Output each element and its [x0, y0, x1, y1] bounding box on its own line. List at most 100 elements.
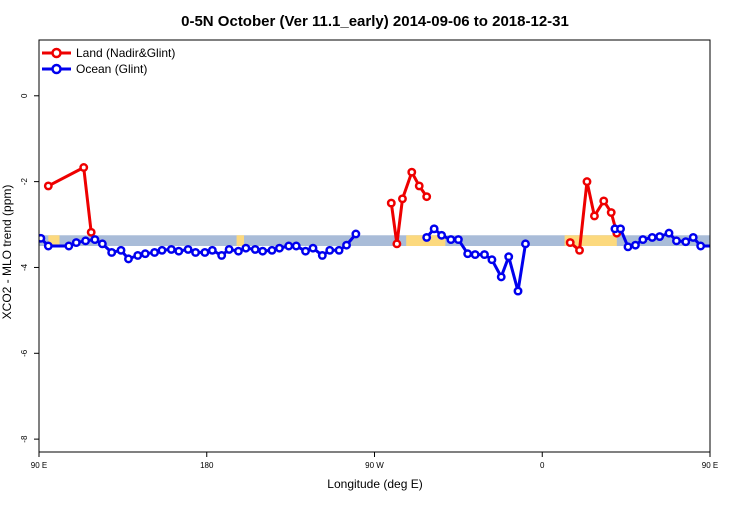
trend-band-land — [236, 235, 245, 246]
x-tick-label: 90 E — [31, 461, 47, 470]
data-point — [200, 247, 210, 257]
data-point — [664, 228, 674, 238]
data-point — [453, 235, 463, 245]
data-point — [224, 244, 234, 254]
land-series — [43, 163, 622, 255]
data-point — [267, 245, 277, 255]
data-point — [140, 249, 150, 259]
data-point — [422, 232, 432, 242]
y-tick-label: -8 — [20, 435, 29, 443]
data-point — [638, 235, 648, 245]
data-point — [623, 242, 633, 252]
plot-area: 90 E 180 90 W 0 90 E 0 -2 -4 -6 -8 — [20, 39, 744, 470]
data-point — [43, 181, 53, 191]
x-tick-label: 90 W — [365, 461, 384, 470]
ocean-series — [39, 224, 744, 296]
data-point — [43, 241, 53, 251]
data-point — [731, 238, 737, 244]
data-point — [291, 241, 301, 251]
legend-label: Land (Nadir&Glint) — [76, 46, 175, 60]
data-point — [575, 245, 584, 255]
data-point — [351, 229, 361, 239]
data-point — [696, 241, 706, 251]
data-point — [386, 198, 396, 208]
data-point — [504, 252, 514, 262]
data-point — [124, 254, 133, 264]
data-point — [301, 246, 310, 256]
data-point — [308, 243, 318, 253]
chart-title: 0-5N October (Ver 11.1_early) 2014-09-06… — [181, 13, 569, 30]
data-point — [672, 236, 681, 246]
data-point — [429, 224, 439, 234]
data-point — [714, 243, 720, 249]
data-point — [217, 250, 227, 260]
data-point — [463, 249, 473, 259]
data-point — [258, 246, 268, 256]
y-tick-label: -6 — [20, 349, 29, 357]
y-axis-label: XCO2 - MLO trend (ppm) — [0, 185, 14, 320]
data-point — [446, 235, 456, 245]
data-point — [480, 250, 489, 260]
data-point — [90, 235, 100, 245]
data-point — [392, 239, 402, 249]
legend-marker — [51, 47, 62, 59]
trend-band-land — [564, 235, 617, 246]
data-point — [334, 245, 344, 255]
data-point — [81, 236, 91, 246]
data-point — [655, 232, 665, 242]
data-point — [647, 232, 657, 242]
data-point — [207, 245, 217, 255]
data-point — [422, 192, 432, 202]
data-point — [738, 236, 744, 242]
data-point — [513, 286, 523, 296]
data-point — [97, 239, 107, 249]
data-point — [274, 243, 284, 253]
data-point — [107, 247, 117, 257]
data-point — [470, 250, 480, 260]
data-point — [183, 244, 193, 254]
data-point — [150, 247, 160, 257]
trend-band-ocean — [39, 235, 710, 246]
data-point — [317, 250, 327, 260]
y-tick-label: -2 — [20, 178, 29, 186]
data-point — [241, 243, 251, 253]
x-tick-label: 90 E — [702, 461, 718, 470]
data-point — [250, 244, 260, 254]
data-point — [688, 232, 698, 242]
data-point — [133, 250, 143, 260]
data-point — [616, 224, 625, 234]
data-point — [407, 167, 417, 177]
data-point — [86, 227, 96, 237]
data-point — [722, 239, 728, 245]
legend-label: Ocean (Glint) — [76, 62, 147, 76]
x-axis-label: Longitude (deg E) — [327, 477, 422, 491]
data-point — [116, 245, 126, 255]
data-point — [191, 247, 201, 257]
legend-marker — [51, 63, 62, 75]
data-point — [325, 245, 335, 255]
data-point — [157, 245, 167, 255]
data-point — [233, 246, 243, 256]
data-point — [630, 240, 640, 250]
data-point — [681, 237, 691, 247]
y-tick-label: -4 — [20, 263, 29, 271]
data-point — [606, 208, 616, 217]
data-point — [284, 241, 294, 251]
data-point — [521, 239, 530, 249]
series-line — [47, 166, 93, 233]
data-point — [565, 238, 575, 248]
data-point — [71, 238, 81, 248]
data-point — [342, 240, 351, 250]
data-point — [39, 233, 46, 243]
data-point — [166, 244, 176, 254]
x-tick-label: 0 — [540, 461, 545, 470]
data-point — [582, 177, 592, 187]
y-tick-label: 0 — [20, 93, 29, 98]
data-point — [496, 272, 506, 282]
data-point — [589, 211, 599, 221]
data-point — [414, 181, 424, 191]
data-point — [174, 246, 184, 256]
data-point — [487, 255, 497, 265]
trend-band-land — [48, 235, 60, 246]
